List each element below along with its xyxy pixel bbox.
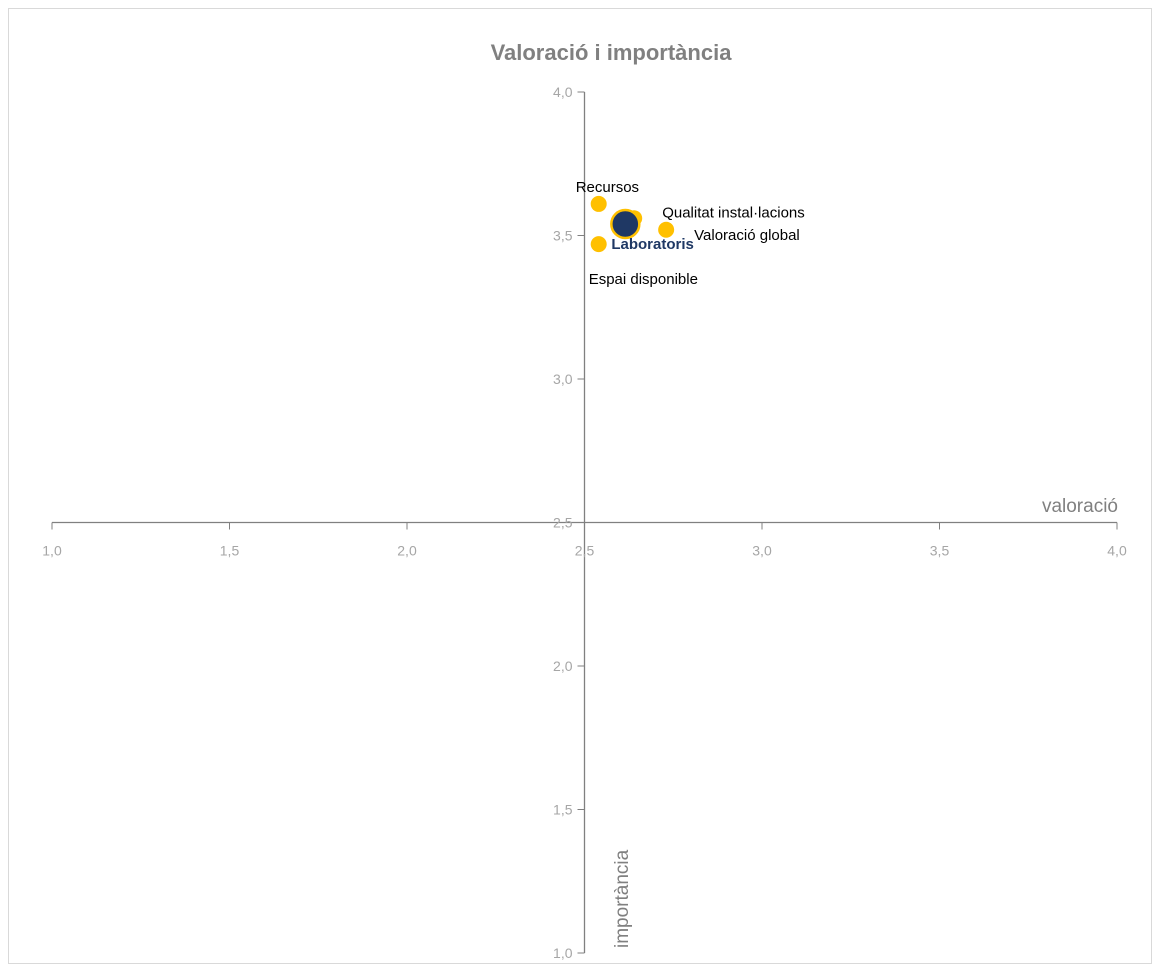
x-tick-label: 2,5 [575,543,595,559]
data-labels: Recursos Qualitat instal·lacions Valoració… [576,179,805,288]
y-tick-label: 3,0 [553,371,573,387]
x-axis-label: valoració [1042,496,1118,517]
chart-title: Valoració i importància [491,40,733,65]
y-axis-label: importància [612,849,633,948]
data-label: Recursos [576,179,639,196]
y-tick-label: 4,0 [553,84,573,100]
data-label: Valoració global [694,227,800,244]
x-tick-label: 4,0 [1107,543,1127,559]
y-tick-label: 1,5 [553,802,573,818]
x-axis-ticks: 1,0 1,5 2,0 2,5 3,0 3,5 4,0 [42,522,1127,559]
data-label: Espai disponible [589,271,698,288]
y-tick-label: 2,0 [553,658,573,674]
y-tick-label: 3,5 [553,228,573,244]
x-tick-label: 1,0 [42,543,62,559]
chart-frame [8,8,1152,964]
data-point [658,221,675,238]
group-label: Laboratoris [611,236,694,253]
y-tick-label: 1,0 [553,945,573,961]
data-label: Qualitat instal·lacions [662,204,805,221]
data-point [590,195,607,212]
group-point [610,208,641,240]
data-point [590,236,607,253]
x-tick-label: 2,0 [397,543,417,559]
x-tick-label: 3,5 [930,543,950,559]
data-points [590,195,675,253]
y-axis-ticks: 1,0 1,5 2,0 2,5 3,0 3,5 4,0 [553,84,585,961]
x-tick-label: 1,5 [220,543,240,559]
x-tick-label: 3,0 [752,543,772,559]
y-tick-label: 2,5 [553,515,573,531]
